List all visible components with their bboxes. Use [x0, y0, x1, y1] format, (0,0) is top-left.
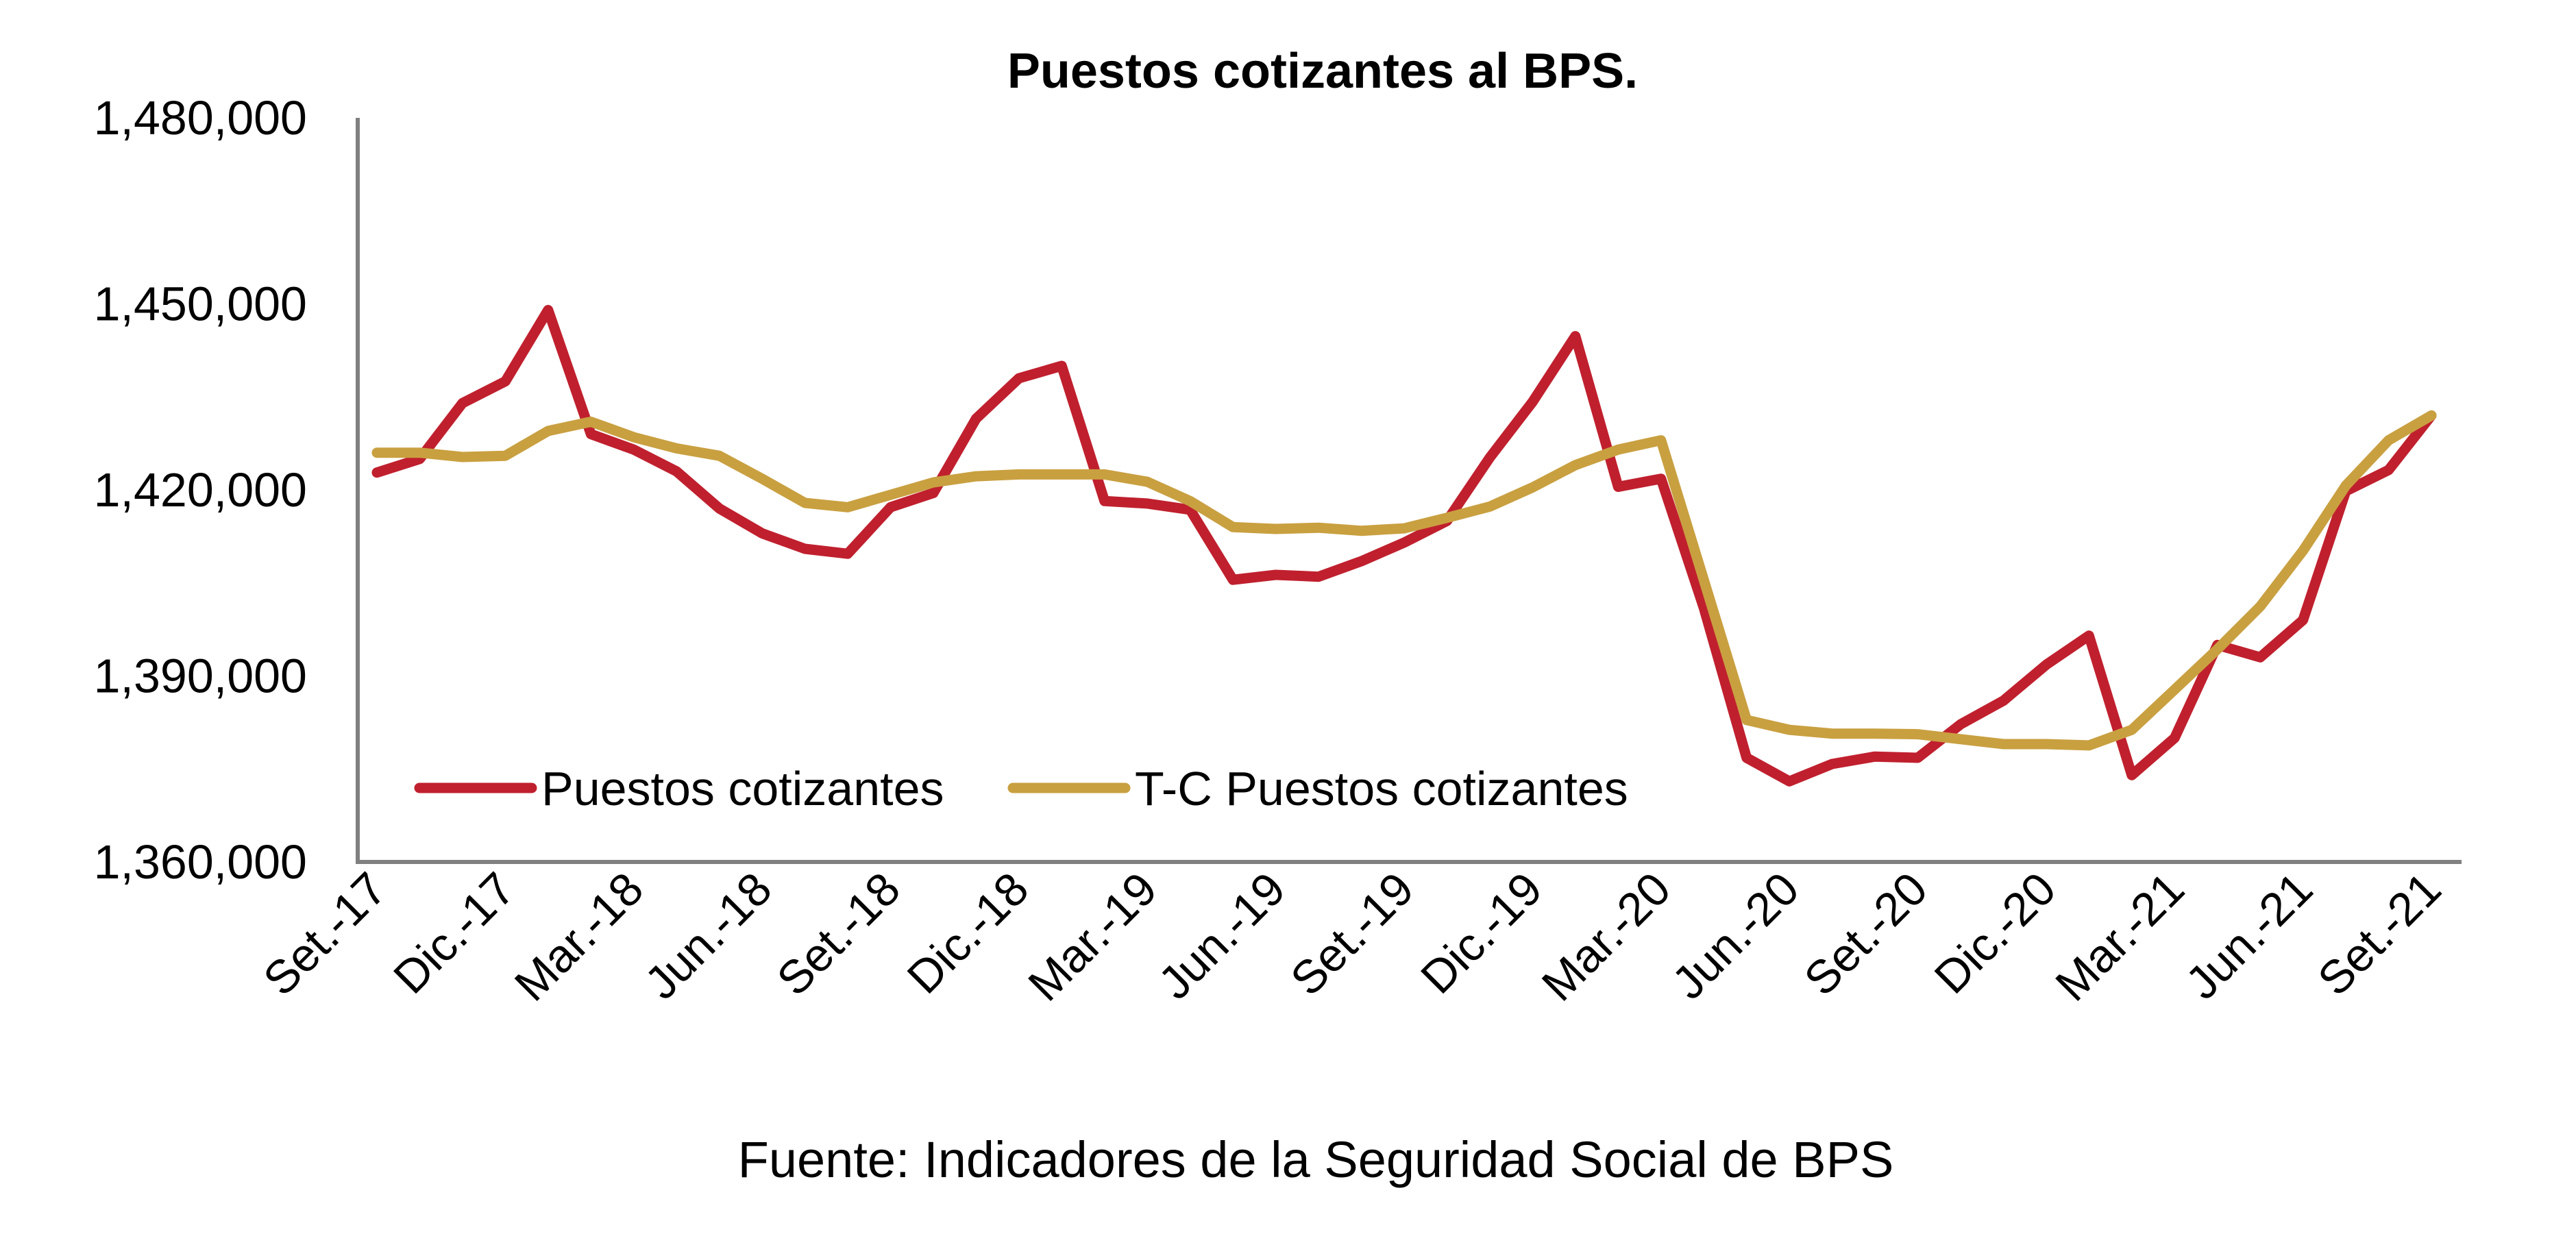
y-tick-label: 1,390,000: [94, 650, 307, 703]
x-tick-label: Dic.-17: [384, 863, 525, 1004]
x-tick-label: Set.-19: [1281, 863, 1424, 1006]
x-tick-label: Set.-20: [1794, 863, 1937, 1006]
legend-label: T-C Puestos cotizantes: [1135, 762, 1628, 815]
x-tick-label: Jun.-20: [1663, 863, 1809, 1009]
series-lines: [371, 305, 2437, 787]
legend-label: Puestos cotizantes: [541, 762, 944, 815]
x-tick-label: Dic.-19: [1411, 863, 1552, 1004]
source-note: Fuente: Indicadores de la Seguridad Soci…: [738, 1131, 1894, 1188]
x-tick-label: Mar.-21: [2046, 863, 2194, 1011]
x-tick-label: Dic.-18: [897, 863, 1038, 1004]
x-tick-label: Mar.-19: [1018, 863, 1167, 1011]
x-tick-label: Jun.-21: [2176, 863, 2322, 1009]
y-tick-label: 1,480,000: [94, 91, 307, 145]
x-tick-label: Jun.-19: [1149, 863, 1295, 1009]
x-tick-label: Jun.-18: [635, 863, 782, 1009]
x-tick-label: Mar.-18: [505, 863, 654, 1011]
y-tick-label: 1,420,000: [94, 463, 307, 517]
x-tick-label: Set.-21: [2308, 863, 2451, 1006]
chart-title: Puestos cotizantes al BPS.: [1007, 44, 1638, 99]
series-line-puestos-cotizantes: [371, 305, 2437, 787]
y-tick-label: 1,360,000: [94, 835, 307, 889]
legend: Puestos cotizantes T-C Puestos cotizantes: [414, 762, 1628, 815]
y-tick-label: 1,450,000: [94, 277, 307, 331]
x-tick-label: Dic.-20: [1924, 863, 2065, 1004]
x-tick-label: Set.-18: [767, 863, 910, 1006]
series-line-tc-puestos-cotizantes: [371, 410, 2437, 751]
x-tick-label: Mar.-20: [1532, 863, 1681, 1011]
y-axis-tick-labels: 1,360,000 1,390,000 1,420,000 1,450,000 1,48…: [94, 91, 307, 889]
x-axis-tick-labels: Set.-17Dic.-17Mar.-18Jun.-18Set.-18Dic.-…: [254, 863, 2451, 1011]
